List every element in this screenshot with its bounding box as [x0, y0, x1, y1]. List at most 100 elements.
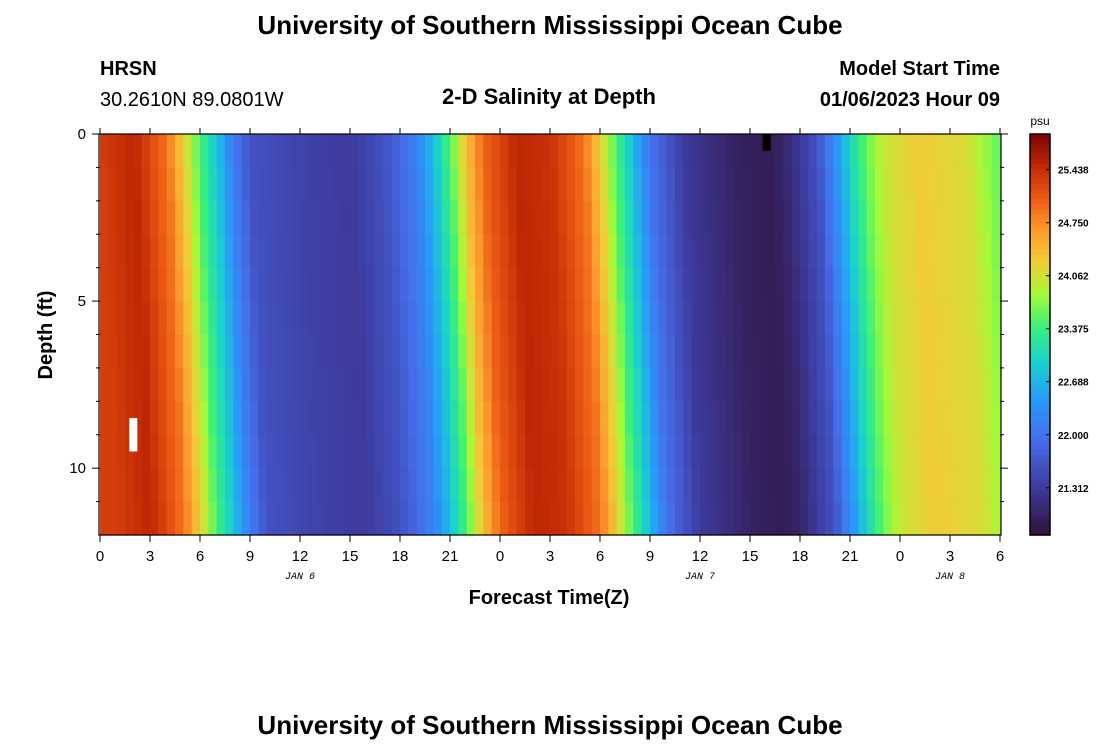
heatmap-cell — [616, 434, 626, 469]
heatmap-cell — [425, 267, 434, 302]
heatmap-cell — [233, 134, 243, 169]
heatmap-cell — [666, 267, 676, 302]
heatmap-cell — [616, 167, 626, 202]
heatmap-cell — [325, 367, 334, 402]
heatmap-cell — [533, 367, 543, 402]
heatmap-cell — [141, 501, 151, 536]
heatmap-cell — [825, 401, 834, 436]
colorbar-tick-label: 24.750 — [1058, 219, 1089, 230]
heatmap-cell — [500, 234, 509, 269]
heatmap-cell — [441, 267, 451, 302]
heatmap-cell — [925, 134, 934, 169]
x-tick-label: 15 — [342, 548, 359, 565]
colorbar-segment — [1030, 289, 1050, 295]
colorbar-segment — [1030, 269, 1050, 275]
heatmap-cell — [733, 401, 743, 436]
colorbar-segment — [1030, 434, 1050, 441]
heatmap-cell — [775, 501, 784, 536]
heatmap-cell — [675, 468, 684, 503]
heatmap-cell — [766, 234, 776, 269]
heatmap-cell — [800, 367, 809, 402]
heatmap-cell — [341, 301, 351, 336]
heatmap-cell — [633, 234, 643, 269]
heatmap-cell — [950, 267, 959, 302]
heatmap-cell — [166, 167, 176, 202]
heatmap-cell — [508, 367, 518, 402]
heatmap-cell — [233, 334, 243, 369]
heatmap-cell — [250, 334, 259, 369]
heatmap-cell — [533, 200, 543, 235]
heatmap-cell — [475, 134, 484, 169]
heatmap-cell — [808, 267, 818, 302]
heatmap-cell — [591, 367, 601, 402]
heatmap-cell — [633, 267, 643, 302]
heatmap-cell — [766, 434, 776, 469]
heatmap-cell — [608, 267, 618, 302]
heatmap-cell — [700, 501, 709, 536]
heatmap-cell — [741, 134, 751, 169]
heatmap-cell — [500, 167, 509, 202]
colorbar-segment — [1030, 174, 1050, 180]
heatmap-cell — [958, 401, 968, 436]
heatmap-cell — [716, 267, 726, 302]
heatmap-cell — [791, 234, 801, 269]
heatmap-cell — [841, 434, 851, 469]
heatmap-cell — [858, 367, 868, 402]
heatmap-cell — [816, 334, 826, 369]
heatmap-cell — [800, 267, 809, 302]
heatmap-cell — [991, 234, 1001, 269]
heatmap-cell — [525, 401, 534, 436]
heatmap-cell — [950, 468, 959, 503]
colorbar-segment — [1030, 259, 1050, 265]
heatmap-cell — [733, 167, 743, 202]
heatmap-cell — [316, 434, 326, 469]
heatmap-cell — [266, 401, 276, 436]
heatmap-cell — [300, 200, 309, 235]
heatmap-cell — [258, 234, 268, 269]
heatmap-cell — [358, 234, 368, 269]
heatmap-cell — [266, 367, 276, 402]
heatmap-cell — [216, 501, 226, 536]
heatmap-cell — [166, 334, 176, 369]
heatmap-cell — [700, 234, 709, 269]
heatmap-cell — [600, 301, 609, 336]
heatmap-cell — [183, 234, 193, 269]
colorbar-segment — [1030, 459, 1050, 466]
heatmap-cell — [125, 501, 134, 536]
heatmap-cell — [108, 267, 118, 302]
x-date-label: JAN 8 — [935, 572, 965, 583]
heatmap-cell — [733, 468, 743, 503]
heatmap-cell — [591, 468, 601, 503]
heatmap-cell — [300, 267, 309, 302]
heatmap-cell — [416, 367, 426, 402]
heatmap-cell — [733, 501, 743, 536]
heatmap-cell — [408, 468, 418, 503]
heatmap-cell — [641, 301, 651, 336]
heatmap-cell — [116, 234, 126, 269]
heatmap-cell — [366, 267, 376, 302]
heatmap-cell — [266, 468, 276, 503]
heatmap-cell — [941, 367, 951, 402]
heatmap-cell — [850, 367, 859, 402]
heatmap-cell — [200, 301, 209, 336]
heatmap-cell — [408, 267, 418, 302]
heatmap-cell — [266, 200, 276, 235]
heatmap-cell — [241, 134, 251, 169]
heatmap-cell — [391, 200, 401, 235]
heatmap-cell — [333, 167, 343, 202]
heatmap-cell — [591, 200, 601, 235]
heatmap-cell — [741, 200, 751, 235]
heatmap-cell — [516, 301, 526, 336]
colorbar-segment — [1030, 319, 1050, 326]
heatmap-cell — [458, 334, 468, 369]
heatmap-cell — [641, 501, 651, 536]
heatmap-cell — [875, 367, 884, 402]
heatmap-cell — [316, 200, 326, 235]
heatmap-cell — [116, 367, 126, 402]
heatmap-cell — [408, 134, 418, 169]
heatmap-cell — [533, 501, 543, 536]
heatmap-cell — [366, 434, 376, 469]
heatmap-cell — [883, 434, 893, 469]
heatmap-cell — [983, 301, 993, 336]
heatmap-cell — [866, 501, 876, 536]
